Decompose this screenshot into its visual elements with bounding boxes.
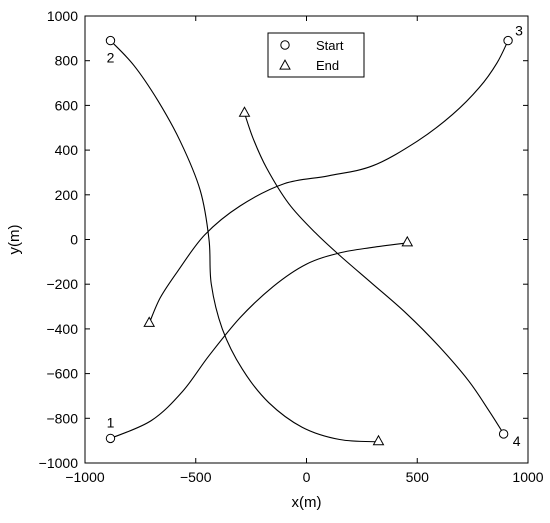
trajectory-4-path (243, 113, 505, 435)
trajectory-2-path (110, 40, 379, 443)
legend-start-label: Start (316, 38, 344, 53)
legend-start-marker-icon (280, 40, 290, 50)
y-tick-label: 400 (55, 142, 79, 158)
trajectory-3-path (148, 40, 509, 324)
y-tick-label: −800 (46, 410, 78, 426)
y-axis-label: y(m) (6, 225, 23, 255)
x-tick-label: 0 (303, 469, 311, 485)
y-tick-label: −200 (46, 276, 78, 292)
y-tick-label: −600 (46, 366, 78, 382)
x-axis-label: x(m) (292, 494, 322, 511)
trajectory-2-start-marker (105, 35, 116, 46)
legend-end-marker-icon (279, 59, 291, 70)
y-tick-label: 0 (70, 232, 78, 248)
trajectory-1-label: 1 (107, 414, 115, 430)
trajectory-4-start-marker (498, 429, 509, 439)
x-tick-label: −500 (180, 469, 212, 485)
trajectory-2-end-marker (372, 434, 385, 446)
trajectory-labels: 1 2 3 4 (107, 23, 524, 449)
trajectory-1-path (110, 242, 408, 439)
y-tick-label: 600 (55, 97, 79, 113)
x-tick-label: 1000 (512, 469, 543, 485)
y-tick-label: 800 (55, 53, 79, 69)
trajectory-1-start-marker (105, 433, 116, 444)
legend-end-label: End (316, 58, 339, 73)
axes: −1000 −500 0 500 1000 −1000 −800 −600 −400 −200 0 2… (39, 8, 544, 485)
trajectory-2-label: 2 (107, 50, 115, 66)
trajectory-markers (105, 35, 513, 446)
y-tick-label: 200 (55, 187, 79, 203)
trajectory-3-label: 3 (515, 23, 523, 39)
x-tick-label: −1000 (65, 469, 105, 485)
trajectory-paths (110, 40, 509, 443)
y-tick-label: 1000 (47, 8, 78, 24)
trajectory-4-end-marker (238, 106, 251, 117)
y-tick-label: −1000 (39, 455, 79, 471)
trajectory-4-label: 4 (513, 433, 521, 449)
x-tick-label: 500 (406, 469, 430, 485)
trajectory-1-end-marker (401, 235, 414, 247)
legend-box (267, 32, 365, 78)
y-tick-label: −400 (46, 321, 78, 337)
trajectory-3-start-marker (503, 35, 513, 46)
legend: Start End (267, 32, 365, 78)
trajectory-3-end-marker (143, 316, 156, 327)
